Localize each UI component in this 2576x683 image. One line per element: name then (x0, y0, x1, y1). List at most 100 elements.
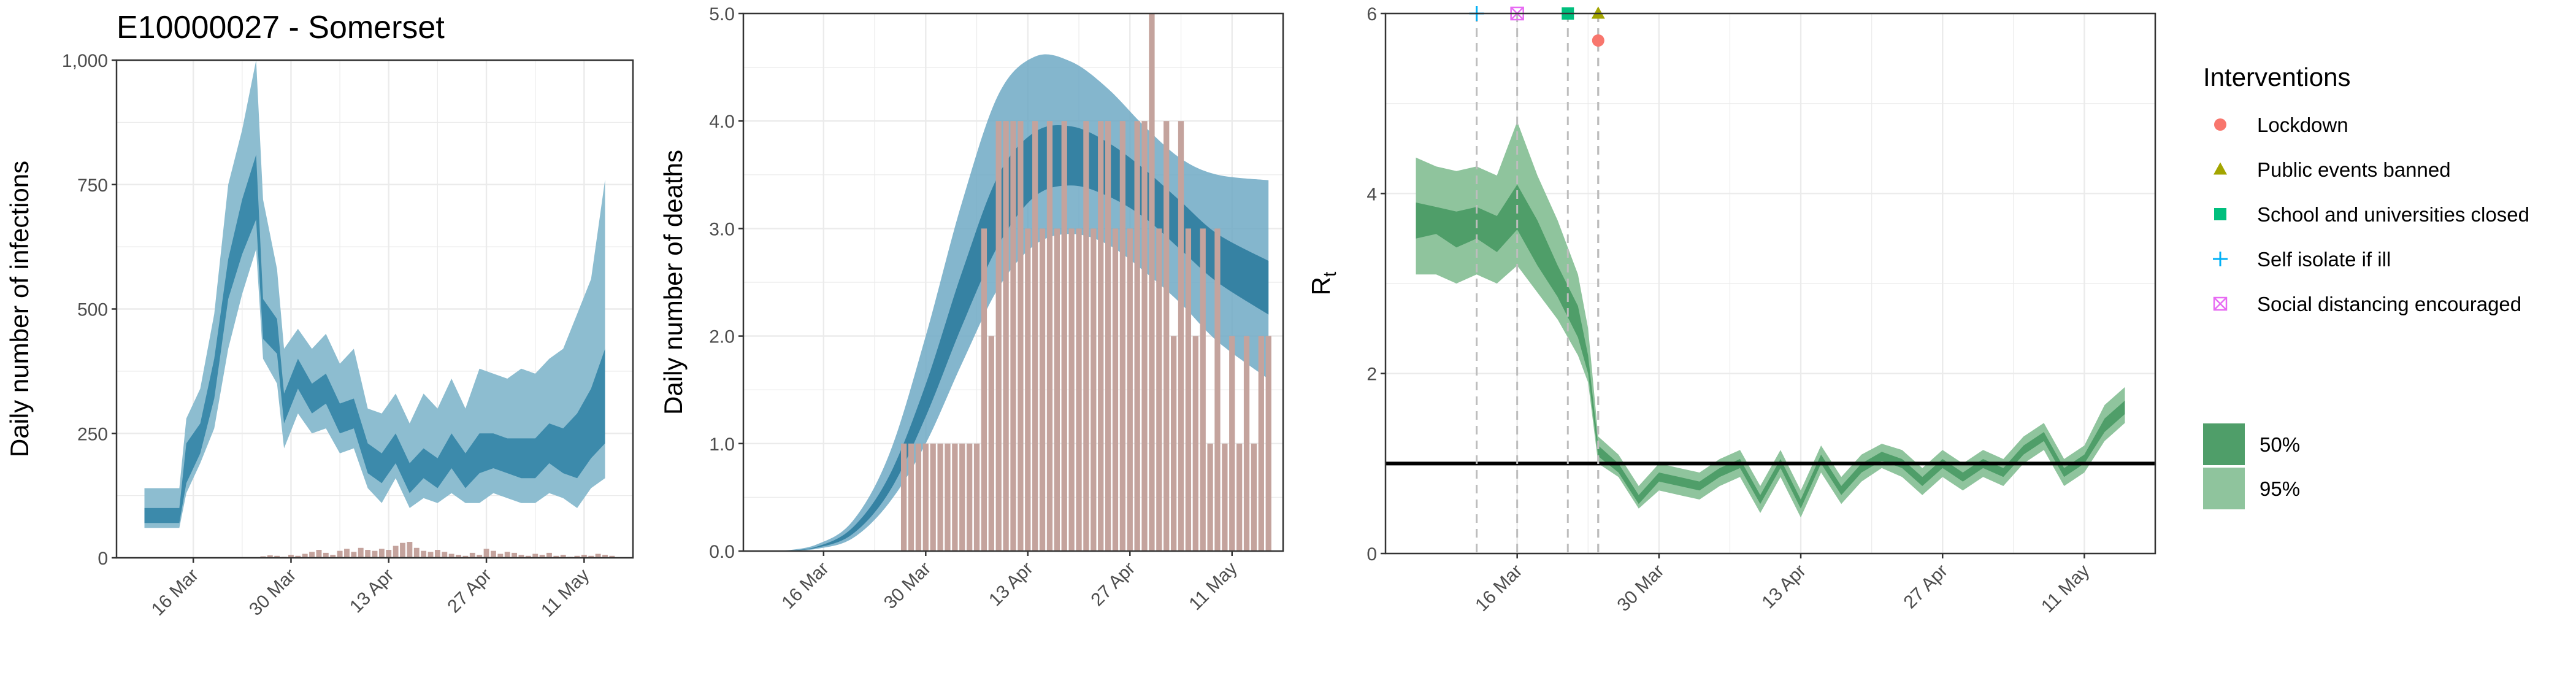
y-tick-label: 0 (98, 549, 108, 569)
observed-bar (512, 552, 518, 558)
observed-bar (937, 443, 943, 551)
plot-border (1384, 12, 2156, 555)
observed-bar (588, 555, 594, 558)
legend-marker (2214, 118, 2226, 131)
observed-bar (400, 542, 405, 558)
observed-bar (1010, 121, 1016, 551)
legend-marker (2214, 208, 2226, 220)
observed-bar (1163, 121, 1170, 551)
observed-bar (988, 336, 994, 551)
observed-bar (434, 550, 440, 558)
observed-bar (546, 552, 552, 558)
observed-bar (351, 552, 357, 558)
observed-bar (295, 555, 301, 558)
observed-bar (1200, 228, 1206, 551)
observed-bar (945, 443, 951, 551)
observed-bar (1054, 228, 1060, 551)
observed-bar (421, 550, 427, 558)
observed-bar (365, 550, 371, 558)
legend-band-label: 50% (2260, 433, 2300, 456)
y-tick-label: 500 (77, 300, 108, 320)
observed-bar (930, 443, 936, 551)
legend-marker (2214, 162, 2227, 175)
observed-bar (1119, 121, 1126, 551)
observed-bar (560, 555, 566, 558)
y-axis-title-main: Daily number of infections (5, 161, 34, 457)
observed-bar (456, 555, 461, 558)
observed-bar (900, 443, 907, 551)
y-tick-label: 6 (1367, 4, 1377, 25)
legend-band-label: 95% (2260, 477, 2300, 500)
y-axis-title-main: R (1306, 277, 1335, 295)
observed-bar (581, 555, 587, 558)
band-95 (144, 60, 605, 528)
observed-bar (1243, 336, 1250, 551)
observed-bar (1134, 121, 1140, 551)
band-95 (1416, 122, 2125, 518)
observed-bar (1018, 121, 1024, 551)
observed-bar (532, 554, 539, 558)
observed-bar (316, 550, 322, 558)
observed-bar (1236, 443, 1243, 551)
observed-bar (539, 555, 545, 558)
observed-bar (309, 552, 315, 558)
y-axis-title-main: Daily number of deaths (659, 150, 688, 415)
observed-bar (908, 443, 914, 551)
legend-title: Interventions (2203, 63, 2350, 91)
observed-bar (1185, 228, 1192, 551)
observed-bar (323, 552, 329, 558)
observed-bar (407, 542, 413, 558)
y-tick-label: 0 (1367, 544, 1377, 565)
legend-marker (2213, 252, 2228, 266)
legend-item-label: Lockdown (2257, 114, 2348, 136)
observed-bar (462, 555, 469, 558)
y-tick-label: 4.0 (709, 112, 735, 132)
main-title: E10000027 - Somerset (117, 10, 445, 45)
observed-bar (525, 555, 531, 558)
legend-item-label: Self isolate if ill (2257, 248, 2391, 271)
observed-bar (288, 555, 294, 558)
legend-items: Lockdown Public events banned School and u… (2213, 114, 2529, 315)
observed-bar (967, 443, 973, 551)
observed-bar (344, 549, 350, 558)
observed-bar (427, 552, 434, 558)
observed-bar (1170, 336, 1177, 551)
observed-bar (1098, 121, 1104, 551)
observed-bar (1032, 121, 1038, 551)
observed-bar (267, 555, 273, 558)
legend-item-label: School and universities closed (2257, 203, 2529, 226)
observed-bar (378, 549, 385, 558)
y-tick-label: 2.0 (709, 327, 735, 347)
legend-marker (2213, 296, 2228, 311)
y-axis-title: Daily number of infections (5, 161, 34, 457)
observed-bar (393, 546, 399, 558)
observed-bar (922, 443, 929, 551)
observed-bar (483, 549, 489, 558)
observed-bar (490, 550, 496, 558)
observed-bar (274, 555, 280, 558)
y-tick-label: 250 (77, 424, 108, 444)
observed-bar (553, 555, 559, 558)
observed-bar (1258, 336, 1264, 551)
deaths-panel: 0.01.02.03.04.05.016 Mar 30 Mar 13 Apr 27 A… (659, 4, 1284, 614)
plot-border (742, 12, 1284, 552)
y-tick-label: 3.0 (709, 219, 735, 239)
observed-bar (386, 550, 392, 558)
y-axis-title-subscript: t (1320, 271, 1340, 277)
observed-bar (1076, 228, 1082, 551)
observed-bars (900, 14, 1271, 551)
y-tick-label: 4 (1367, 184, 1377, 204)
intervention-markers (1469, 6, 1605, 554)
observed-bar (1039, 228, 1046, 551)
observed-bar (1156, 228, 1162, 551)
observed-bar (1068, 228, 1075, 551)
observed-bar (302, 554, 308, 558)
observed-bar (1112, 228, 1119, 551)
observed-bar (981, 228, 987, 551)
observed-bar (497, 554, 504, 558)
observed-bar (952, 443, 958, 551)
legend-band-swatch (2203, 423, 2245, 465)
observed-bar (504, 552, 510, 558)
